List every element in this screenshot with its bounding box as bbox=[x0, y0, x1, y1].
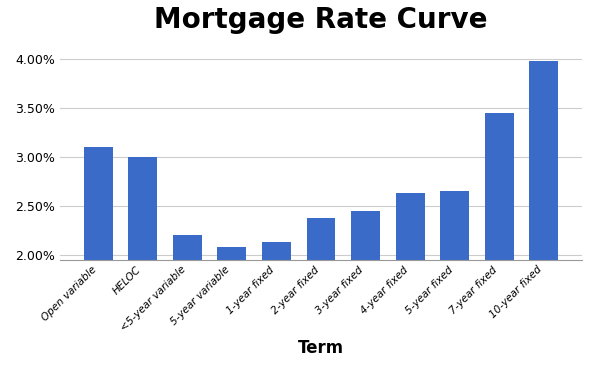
Bar bbox=[529, 61, 558, 371]
Title: Mortgage Rate Curve: Mortgage Rate Curve bbox=[154, 6, 488, 34]
Bar bbox=[440, 191, 469, 371]
Bar bbox=[173, 235, 202, 371]
Bar bbox=[485, 113, 514, 371]
Bar bbox=[84, 147, 113, 371]
Bar bbox=[217, 247, 247, 371]
X-axis label: Term: Term bbox=[298, 339, 344, 357]
Bar bbox=[351, 211, 380, 371]
Bar bbox=[128, 157, 157, 371]
Bar bbox=[262, 242, 291, 371]
Bar bbox=[395, 193, 425, 371]
Bar bbox=[307, 218, 335, 371]
